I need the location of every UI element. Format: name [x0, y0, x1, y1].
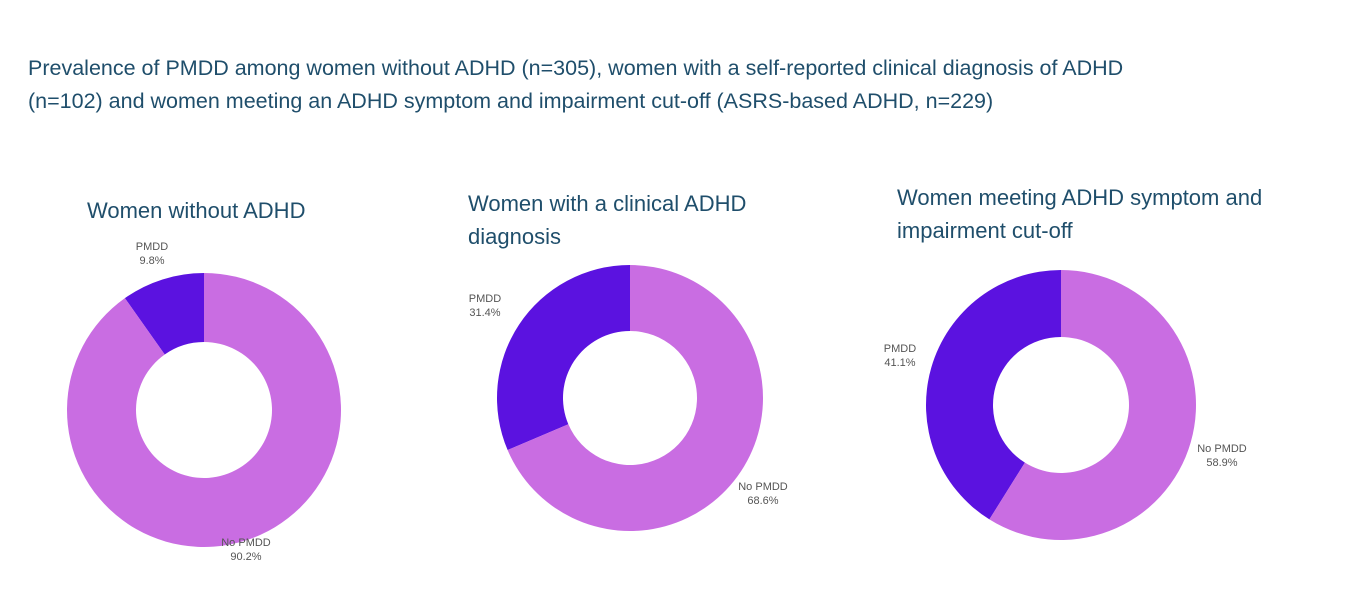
chart-2-title-line-2: diagnosis — [468, 224, 561, 249]
chart-2-slice-pmdd — [496, 265, 630, 451]
chart-3-label-value-0: 41.1% — [884, 357, 915, 369]
chart-3-label-category-1: No PMDD — [1197, 443, 1247, 455]
chart-3-title-line-2: impairment cut-off — [897, 218, 1073, 243]
chart-3-title-line-1: Women meeting ADHD symptom and — [897, 185, 1263, 210]
chart-1-slice-no-pmdd — [67, 273, 342, 547]
chart-2-title: Women with a clinical ADHD diagnosis — [468, 187, 746, 253]
chart-2-label-category-0: PMDD — [469, 293, 501, 305]
chart-3-label-value-1: 58.9% — [1206, 457, 1237, 469]
chart-1-title: Women without ADHD — [87, 198, 306, 223]
chart-2-label-value-0: 31.4% — [469, 307, 500, 319]
chart-3-slice-pmdd — [926, 270, 1061, 520]
main-title-line-1: Prevalence of PMDD among women without A… — [28, 56, 1124, 80]
main-title-line-2: (n=102) and women meeting an ADHD sympto… — [28, 89, 994, 113]
chart-1-label-value-0: 9.8% — [139, 255, 164, 267]
chart-3-label-category-0: PMDD — [884, 343, 916, 355]
chart-2-label-category-1: No PMDD — [738, 481, 788, 493]
chart-2-title-line-1: Women with a clinical ADHD — [468, 191, 747, 216]
chart-3-slice-no-pmdd — [989, 270, 1196, 541]
chart-2-slice-no-pmdd — [507, 265, 763, 531]
chart-2-label-value-1: 68.6% — [747, 495, 778, 507]
chart-1-slice-pmdd — [124, 273, 204, 355]
main-title: Prevalence of PMDD among women without A… — [28, 52, 1338, 118]
chart-1-label-category-1: No PMDD — [221, 537, 271, 549]
chart-3-title: Women meeting ADHD symptom and impairmen… — [897, 181, 1262, 247]
chart-1-label-category-0: PMDD — [136, 241, 168, 253]
chart-1-label-value-1: 90.2% — [230, 551, 261, 563]
